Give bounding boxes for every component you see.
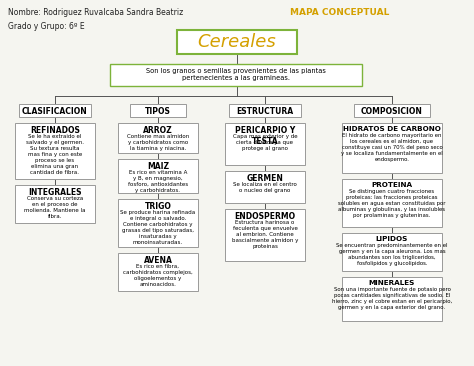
Text: Es rico en fibra,
carbohidratos complejos,
oligoelementos y
aminoacidos.: Es rico en fibra, carbohidratos complejo…: [123, 264, 193, 287]
Text: LIPIDOS: LIPIDOS: [376, 236, 408, 242]
FancyBboxPatch shape: [342, 179, 442, 227]
FancyBboxPatch shape: [342, 277, 442, 321]
Text: Se localiza en el centro
o nucleo del grano: Se localiza en el centro o nucleo del gr…: [233, 182, 297, 193]
FancyBboxPatch shape: [177, 30, 297, 54]
FancyBboxPatch shape: [229, 104, 301, 117]
Text: Grado y Grupo: 6º E: Grado y Grupo: 6º E: [8, 22, 85, 31]
FancyBboxPatch shape: [118, 159, 198, 193]
Text: INTEGRALES: INTEGRALES: [28, 188, 82, 197]
Text: Son los granos o semillas provenientes de las plantas
pertenecientes a las grami: Son los granos o semillas provenientes d…: [146, 68, 326, 81]
Text: TRIGO: TRIGO: [145, 202, 172, 211]
Text: PERICARPIO Y
TESTA: PERICARPIO Y TESTA: [235, 126, 295, 146]
Text: TIPOS: TIPOS: [145, 107, 171, 116]
FancyBboxPatch shape: [110, 64, 362, 86]
Text: MINERALES: MINERALES: [369, 280, 415, 286]
FancyBboxPatch shape: [118, 199, 198, 247]
Text: Se distinguen cuatro fracciones
proteicas: las fracciones proteicas
solubles en : Se distinguen cuatro fracciones proteica…: [338, 189, 446, 218]
Text: CLASIFICACION: CLASIFICACION: [22, 107, 88, 116]
FancyBboxPatch shape: [15, 123, 95, 179]
Text: Contiene mas almidon
y carbohidratos como
la tiamina y niacina.: Contiene mas almidon y carbohidratos com…: [127, 134, 189, 151]
Text: Se encuentran predominantemente en el
germen y en la capa aleurona. Los mas
abun: Se encuentran predominantemente en el ge…: [336, 243, 448, 266]
Text: PROTEINA: PROTEINA: [372, 182, 412, 188]
Text: ARROZ: ARROZ: [143, 126, 173, 135]
Text: MAIZ: MAIZ: [147, 162, 169, 171]
Text: AVENA: AVENA: [144, 256, 173, 265]
Text: Estructura harinosa o
feculenta que envuelve
al embrion. Contiene
bascialmente a: Estructura harinosa o feculenta que envu…: [232, 220, 298, 249]
FancyBboxPatch shape: [225, 209, 305, 261]
Text: Son una importante fuente de potasio pero
pocas cantidades significativas de sod: Son una importante fuente de potasio per…: [332, 287, 452, 310]
Text: COMPOSICION: COMPOSICION: [361, 107, 423, 116]
FancyBboxPatch shape: [354, 104, 430, 117]
Text: Cereales: Cereales: [198, 33, 276, 51]
FancyBboxPatch shape: [15, 185, 95, 223]
Text: El hidrato de carbono mayoritario en
los cereales es el almidon, que
constituye : El hidrato de carbono mayoritario en los…: [341, 133, 443, 162]
FancyBboxPatch shape: [118, 123, 198, 153]
FancyBboxPatch shape: [19, 104, 91, 117]
Text: Es rico en vitamina A
y B, en magnesio,
fosforo, antioxidantes
y carbohidratos.: Es rico en vitamina A y B, en magnesio, …: [128, 170, 188, 193]
FancyBboxPatch shape: [225, 171, 305, 203]
Text: Capa mas exterior y de
cierta dureza ya que
protege al grano: Capa mas exterior y de cierta dureza ya …: [233, 134, 297, 151]
Text: Conserva su corteza
en el proceso de
molienda. Mantiene la
fibra.: Conserva su corteza en el proceso de mol…: [24, 196, 86, 219]
FancyBboxPatch shape: [118, 253, 198, 291]
FancyBboxPatch shape: [342, 233, 442, 271]
Text: ESTRUCTURA: ESTRUCTURA: [237, 107, 293, 116]
Text: REFINADOS: REFINADOS: [30, 126, 80, 135]
Text: GERMEN: GERMEN: [246, 174, 283, 183]
Text: HIDRATOS DE CARBONO: HIDRATOS DE CARBONO: [343, 126, 441, 132]
Text: Se produce harina refinada
e integral o salvado.
Contiene carbohidratos y
grasas: Se produce harina refinada e integral o …: [120, 210, 196, 245]
FancyBboxPatch shape: [130, 104, 186, 117]
FancyBboxPatch shape: [342, 123, 442, 173]
Text: ENDOSPERMO: ENDOSPERMO: [235, 212, 296, 221]
FancyBboxPatch shape: [225, 123, 305, 165]
Text: MAPA CONCEPTUAL: MAPA CONCEPTUAL: [290, 8, 389, 17]
Text: Nombre: Rodriguez Ruvalcaba Sandra Beatriz: Nombre: Rodriguez Ruvalcaba Sandra Beatr…: [8, 8, 183, 17]
Text: Se le ha extraido el
salvado y el germen.
Su textura resulta
mas fina y con este: Se le ha extraido el salvado y el germen…: [26, 134, 84, 175]
